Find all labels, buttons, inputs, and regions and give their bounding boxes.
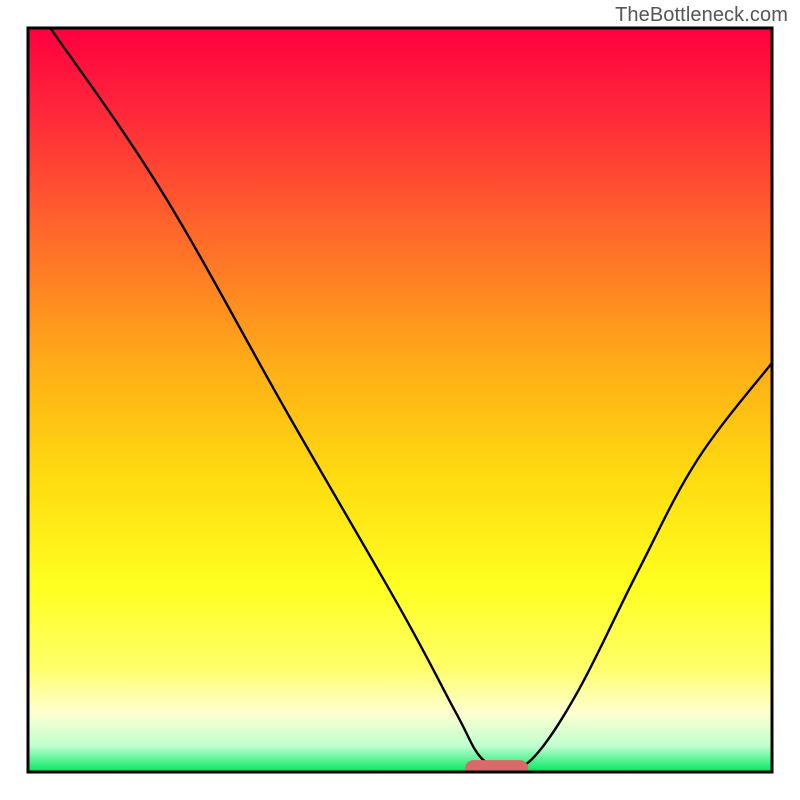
optimal-marker	[465, 760, 528, 776]
chart-svg	[0, 0, 800, 800]
chart-root: TheBottleneck.com	[0, 0, 800, 800]
plot-background	[28, 28, 772, 772]
watermark-text: TheBottleneck.com	[615, 4, 788, 27]
